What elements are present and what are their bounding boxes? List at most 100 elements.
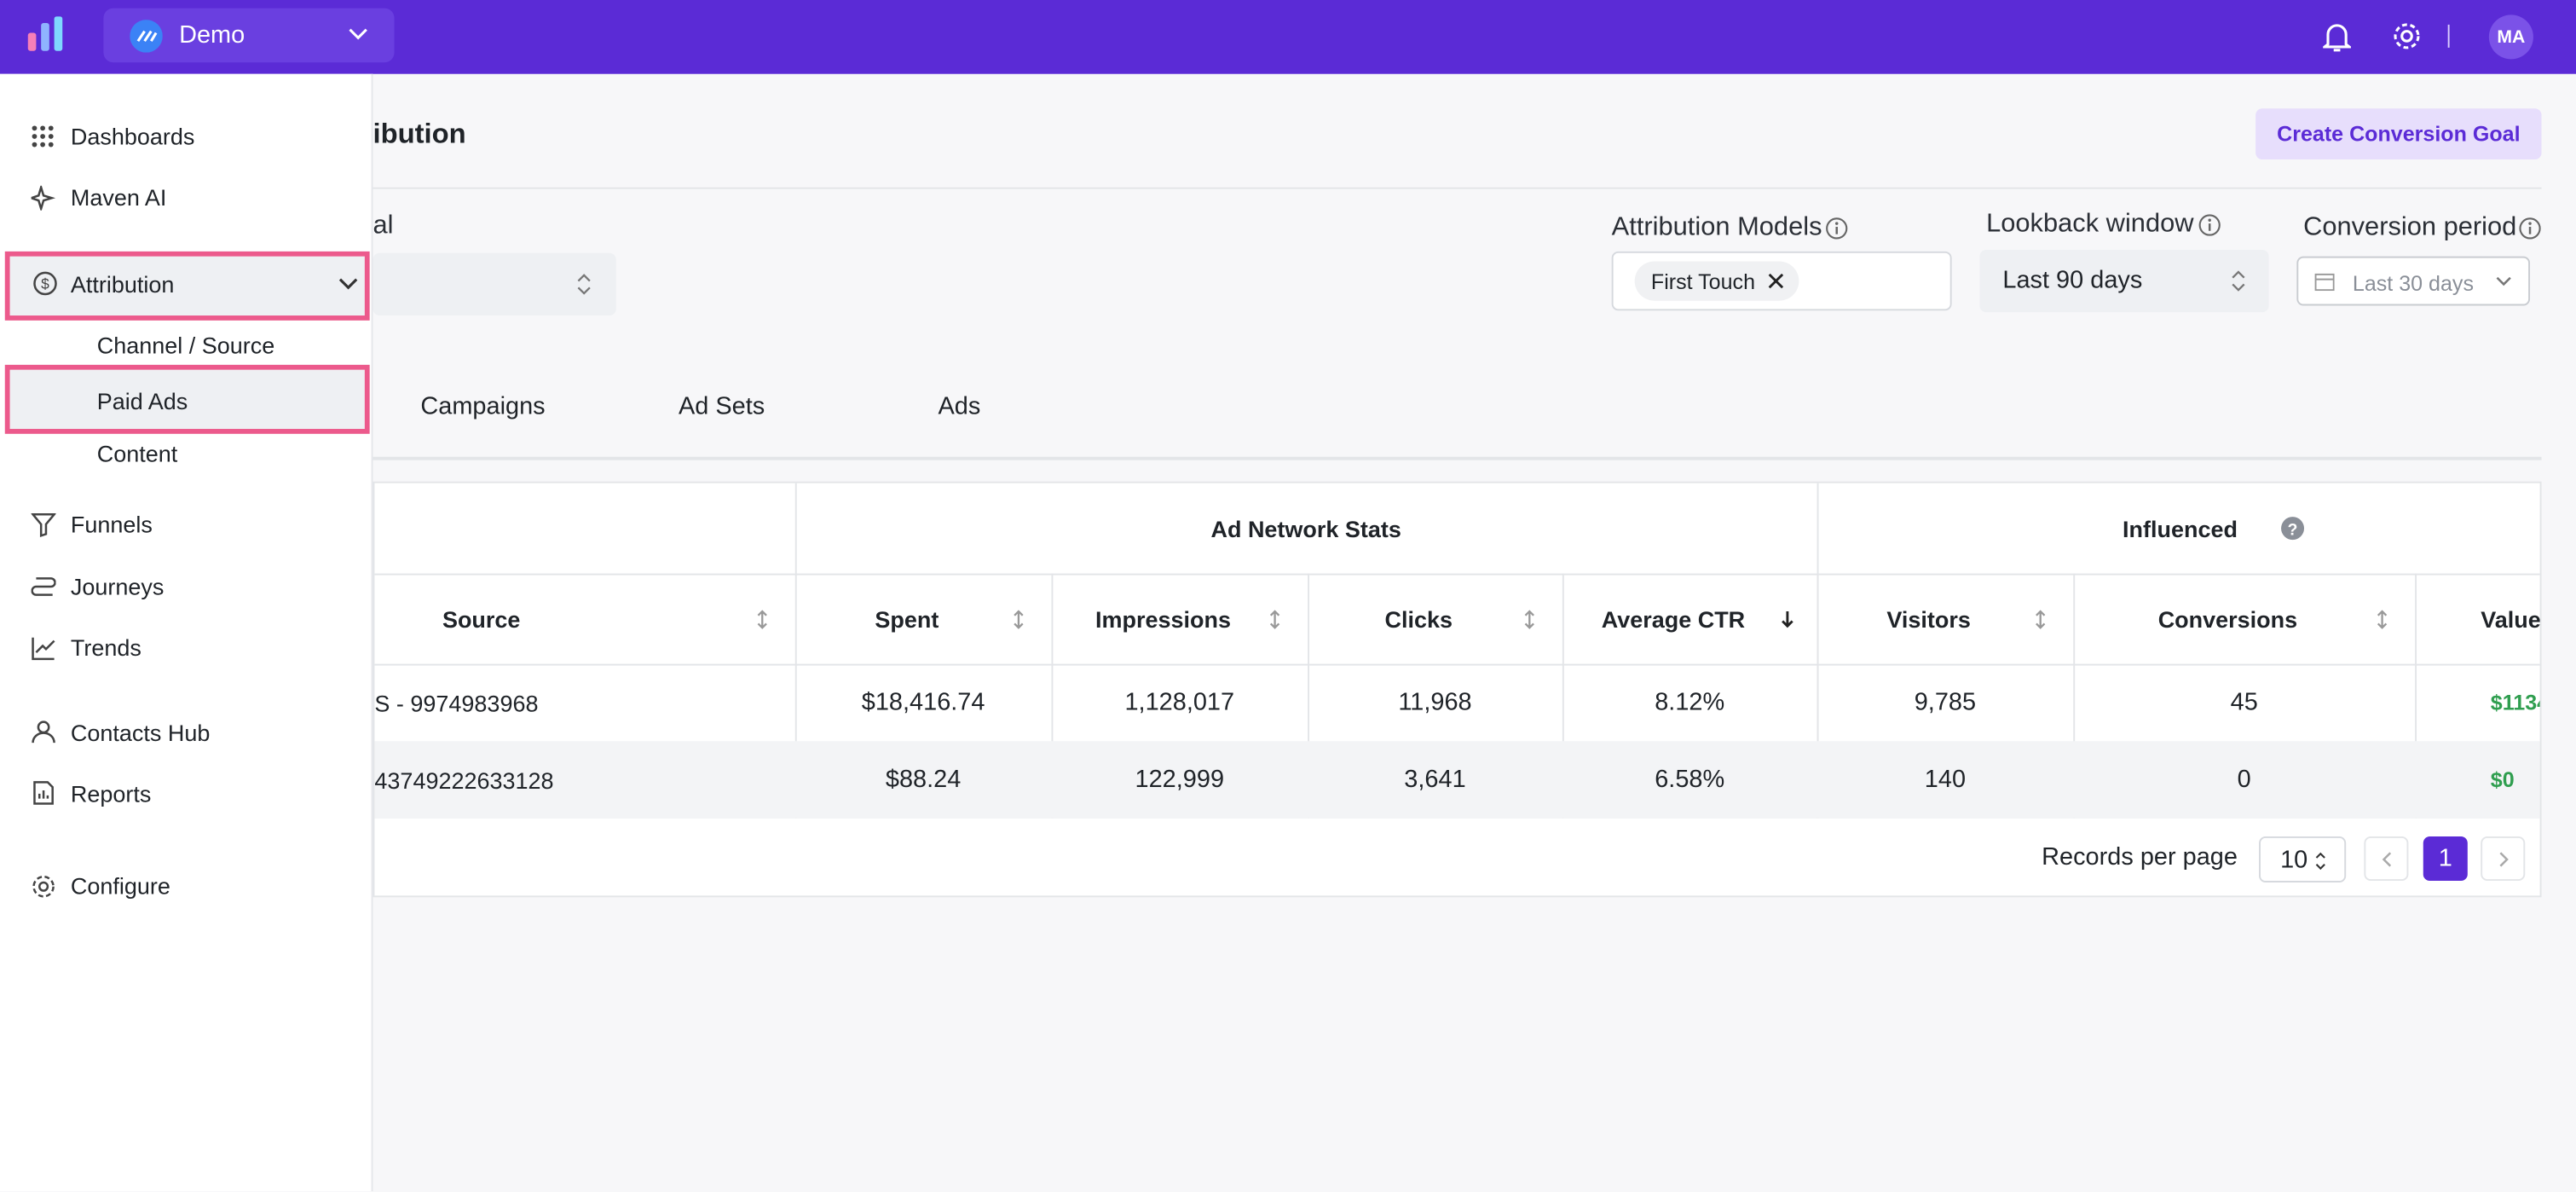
sort-icon-glyph <box>2036 610 2046 629</box>
chevron <box>2496 276 2511 286</box>
sort-icon[interactable] <box>1523 608 1536 638</box>
divider <box>1816 573 1819 819</box>
icon <box>32 125 54 148</box>
sort-icon[interactable] <box>756 608 769 638</box>
cell: $0 <box>2490 767 2515 792</box>
tab[interactable]: Campaigns <box>420 392 546 421</box>
select-arrows <box>2315 849 2326 879</box>
sort-icon[interactable] <box>1012 608 1025 638</box>
current-page[interactable]: 1 <box>2423 836 2468 882</box>
sort-icon-glyph <box>1524 610 1534 629</box>
create-goal-button[interactable]: Create Conversion Goal <box>2255 108 2542 159</box>
sort-icon-glyph <box>2377 610 2388 629</box>
column-header[interactable]: Spent <box>875 605 939 633</box>
cell: 11,968 <box>1398 688 1472 717</box>
cell: 140 <box>1924 766 1967 794</box>
nav-item[interactable]: Dashboards <box>70 123 195 150</box>
info-icon[interactable] <box>2519 217 2542 240</box>
sub-nav-item[interactable]: Channel / Source <box>96 332 275 359</box>
next-page[interactable] <box>2481 836 2526 882</box>
column-header[interactable]: Impressions <box>1095 605 1231 633</box>
workspace-selector[interactable]: Demo <box>103 8 395 63</box>
notifications[interactable] <box>2323 21 2351 53</box>
chip-label: First Touch <box>1650 269 1756 294</box>
cell: S - 9974983968 <box>374 689 539 716</box>
sub-nav-item[interactable]: Content <box>96 440 178 467</box>
column-header[interactable]: Clicks <box>1384 605 1453 633</box>
divider <box>1562 573 1564 819</box>
cell: 6.58% <box>1655 766 1725 794</box>
workspace-name: Demo <box>179 21 245 49</box>
icon <box>32 875 55 898</box>
nav-item[interactable]: Journeys <box>70 573 165 600</box>
help-icon[interactable]: ? <box>2280 516 2305 549</box>
select-arrows <box>577 274 591 295</box>
sort-icon[interactable] <box>2376 608 2388 638</box>
calendar-icon <box>2314 273 2335 292</box>
nav-item[interactable]: Trends <box>70 634 142 661</box>
column-header[interactable]: Source <box>442 605 521 633</box>
sub-nav-item-active[interactable]: Paid Ads <box>4 364 370 434</box>
column-header[interactable]: Value <box>2481 605 2541 633</box>
sort-desc-icon[interactable] <box>1781 608 1793 638</box>
table-card: Ad Network Stats Influenced? Source Spent Im… <box>373 481 2542 898</box>
logo <box>27 16 63 51</box>
per-page-value: 10 <box>2280 846 2308 875</box>
nav-item-active[interactable]: $ Attribution <box>4 251 370 321</box>
nav-label: Attribution <box>70 271 175 298</box>
prev-page[interactable] <box>2364 836 2409 882</box>
divider <box>1308 573 1310 819</box>
tab-underline <box>373 456 2542 460</box>
nav-item[interactable]: Maven AI <box>70 183 167 211</box>
icon: $ <box>33 271 57 296</box>
attribution-models-label: Attribution Models <box>1611 213 1822 242</box>
sort-icon[interactable] <box>1268 608 1281 638</box>
select-arrows-glyph <box>2315 852 2325 871</box>
divider <box>374 573 2540 576</box>
divider <box>2447 24 2450 48</box>
attribution-models-select[interactable]: First Touch <box>1611 251 1952 311</box>
cell: 1,128,017 <box>1124 688 1235 717</box>
icon <box>31 512 56 538</box>
cell: 45 <box>2230 688 2258 717</box>
conversion-period-label: Conversion period <box>2303 213 2517 242</box>
icon <box>31 185 56 211</box>
prev-page-glyph <box>2382 852 2392 867</box>
settings[interactable] <box>2392 21 2422 51</box>
avatar[interactable]: MA <box>2488 14 2533 60</box>
workspace-icon <box>130 20 163 53</box>
per-page-select[interactable]: 10 <box>2259 836 2347 882</box>
nav-item[interactable]: Funnels <box>70 511 153 538</box>
chevron <box>338 278 358 290</box>
sort-icon-glyph <box>757 610 767 629</box>
nav-item[interactable]: Reports <box>70 780 152 807</box>
next-page-glyph <box>2499 852 2509 867</box>
goal-label: al <box>373 211 394 240</box>
nav-item[interactable]: Contacts Hub <box>70 720 211 746</box>
lookback-select[interactable]: Last 90 days <box>1979 249 2269 313</box>
group-header: Ad Network Stats <box>1210 515 1401 542</box>
help-icon-glyph: ? <box>2281 517 2305 541</box>
conversion-period-select[interactable]: Last 30 days <box>2296 256 2531 306</box>
goal-select[interactable] <box>373 252 616 316</box>
column-header[interactable]: Visitors <box>1886 605 1971 633</box>
cell: $18,416.74 <box>861 688 985 717</box>
column-header[interactable]: Average CTR <box>1601 605 1746 633</box>
info-icon[interactable] <box>1825 217 1848 240</box>
chip: First Touch <box>1634 261 1799 301</box>
sort-icon[interactable] <box>2034 608 2047 638</box>
tab[interactable]: Ad Sets <box>678 392 765 421</box>
cell: 9,785 <box>1914 688 1977 717</box>
nav-item[interactable]: Configure <box>70 872 170 900</box>
cell: $88.24 <box>885 766 962 794</box>
chip-remove[interactable] <box>1768 273 1784 289</box>
column-header[interactable]: Conversions <box>2157 605 2298 633</box>
nav-label: Paid Ads <box>96 387 188 414</box>
divider <box>373 187 2542 189</box>
tab[interactable]: Ads <box>938 392 981 421</box>
page-title: ibution <box>373 118 466 150</box>
info-icon[interactable] <box>2198 214 2221 237</box>
cell: 8.12% <box>1655 688 1725 717</box>
divider <box>2415 573 2417 819</box>
icon <box>31 577 56 596</box>
